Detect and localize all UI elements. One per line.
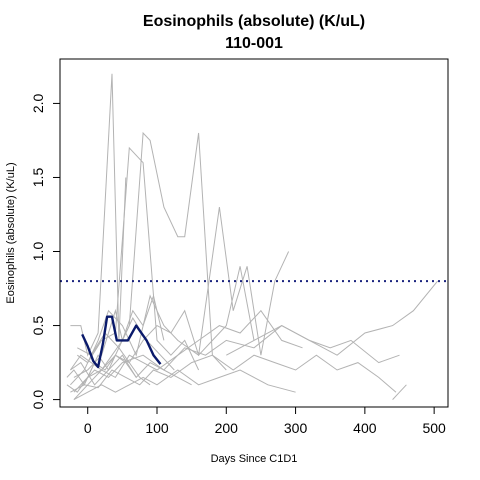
background-series-line-2 (73, 131, 227, 378)
background-series-line-13 (392, 384, 407, 400)
background-series-line-12 (73, 369, 296, 401)
chart-title: Eosinophils (absolute) (K/uL) (143, 13, 365, 30)
y-axis-label: Eosinophils (absolute) (K/uL) (5, 162, 17, 303)
x-tick-label: 0 (84, 420, 92, 436)
x-tick-label: 100 (145, 420, 169, 436)
y-axis: 0.0 0.5 1.0 1.5 2.0 (30, 93, 61, 410)
x-tick-label: 300 (284, 420, 308, 436)
y-tick-label: 0.5 (30, 316, 46, 336)
series-layer (66, 73, 438, 401)
highlight-series-line (81, 315, 162, 369)
background-series-line-15 (77, 317, 175, 371)
y-tick-label: 1.5 (30, 168, 46, 188)
y-tick-label: 0.0 (30, 390, 46, 410)
x-tick-label: 400 (353, 420, 377, 436)
x-tick-label: 200 (215, 420, 239, 436)
x-tick-label: 500 (422, 420, 446, 436)
background-series-line-9 (80, 280, 438, 386)
background-series-line-1 (70, 73, 127, 357)
background-series-line-11 (226, 325, 400, 364)
highlight-layer (81, 315, 162, 369)
background-series-line-10 (70, 354, 397, 393)
x-axis: 0 100 200 300 400 500 (84, 406, 446, 436)
background-series-line-14 (70, 354, 192, 386)
background-series-line-3 (77, 146, 200, 371)
background-series-line-8 (73, 309, 303, 400)
background-series-line-6 (69, 294, 165, 371)
y-tick-label: 1.0 (30, 242, 46, 262)
background-series-line-16 (66, 354, 137, 386)
chart-subtitle: 110-001 (225, 35, 283, 52)
y-tick-label: 2.0 (30, 93, 46, 113)
x-axis-label: Days Since C1D1 (211, 453, 298, 465)
